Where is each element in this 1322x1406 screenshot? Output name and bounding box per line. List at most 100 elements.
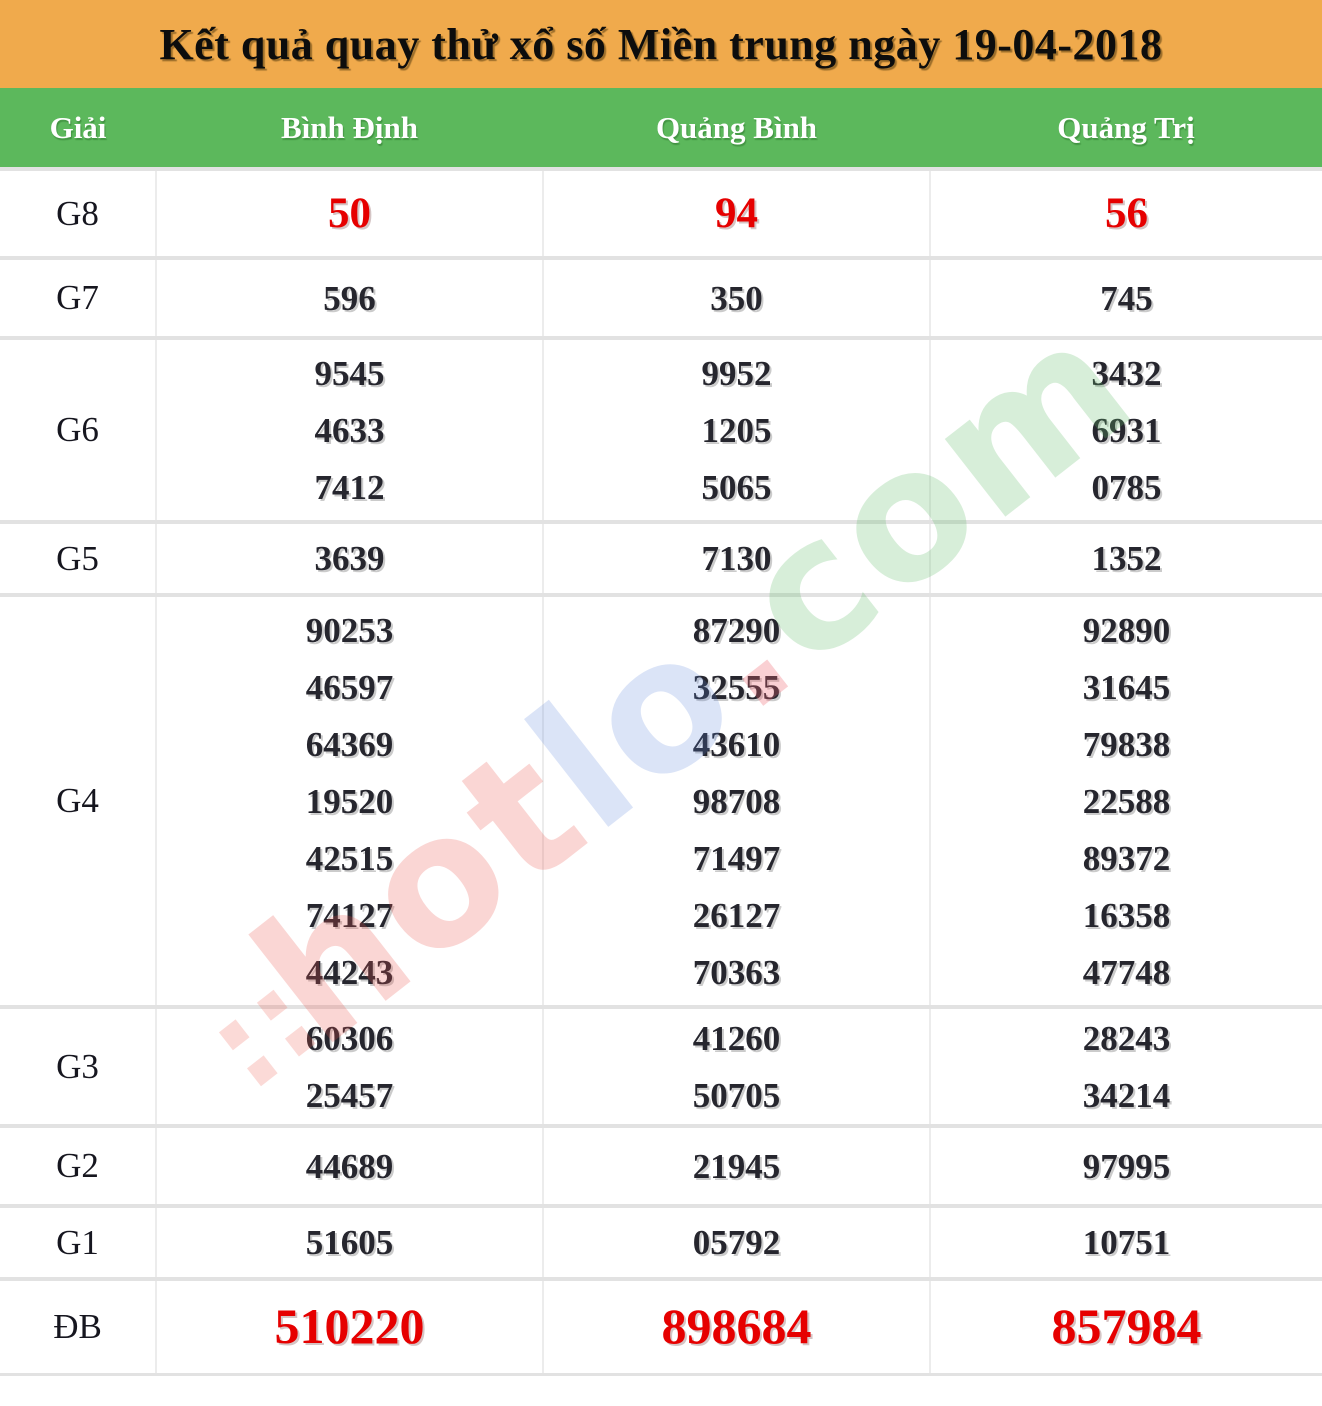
column-header-quang-tri: Quảng Trị (930, 88, 1322, 169)
table-row: G4 90253 46597 64369 19520 42515 74127 44243 872… (0, 593, 1322, 1007)
prize-number: 3639 (314, 539, 385, 578)
prize-number: 34214 (1082, 1075, 1171, 1115)
prize-number: 50705 (692, 1075, 781, 1115)
prize-number: 41260 (692, 1018, 781, 1058)
prize-cell: 596 (155, 256, 543, 338)
prize-number: 44689 (305, 1146, 394, 1186)
prize-cell: 87290 32555 43610 98708 71497 26127 70363 (542, 593, 930, 1007)
table-row: G3 60306 25457 41260 50705 28243 34214 (0, 1005, 1322, 1126)
prize-number: 60306 (305, 1018, 394, 1058)
prize-number: 28243 (1082, 1018, 1171, 1058)
prize-number: 510220 (274, 1298, 425, 1355)
prize-cell: 3432 6931 0785 (929, 336, 1322, 522)
prize-number: 64369 (305, 724, 394, 764)
prize-label: G8 (0, 167, 156, 258)
prize-number: 596 (323, 278, 376, 318)
prize-cell: 7130 (542, 520, 930, 595)
prize-number: 745 (1100, 278, 1153, 318)
prize-number: 9952 (701, 353, 772, 393)
prize-label: G2 (0, 1124, 156, 1206)
prize-cell: 41260 50705 (542, 1005, 930, 1126)
column-header-prize: Giải (0, 88, 156, 169)
prize-label: G5 (0, 520, 156, 595)
prize-number: 31645 (1082, 667, 1171, 707)
prize-cell: 10751 (929, 1204, 1322, 1279)
prize-number: 10751 (1082, 1223, 1171, 1262)
prize-number: 5065 (701, 467, 772, 507)
prize-number: 898684 (661, 1298, 812, 1355)
prize-label: G6 (0, 336, 156, 522)
prize-number: 3432 (1091, 353, 1162, 393)
prize-label: G3 (0, 1005, 156, 1126)
prize-number: 92890 (1082, 610, 1171, 650)
prize-number: 50 (328, 190, 371, 237)
prize-number: 25457 (305, 1075, 394, 1115)
prize-cell: 9952 1205 5065 (542, 336, 930, 522)
table-row: G8 50 94 56 (0, 167, 1322, 258)
prize-number: 51605 (305, 1223, 394, 1262)
table-row: G2 44689 21945 97995 (0, 1124, 1322, 1206)
prize-number: 97995 (1082, 1146, 1171, 1186)
table-row: G5 3639 7130 1352 (0, 520, 1322, 595)
prize-number: 7130 (701, 539, 772, 578)
column-header-binh-dinh: Bình Định (156, 88, 543, 169)
prize-number: 05792 (692, 1223, 781, 1262)
prize-cell: 1352 (929, 520, 1322, 595)
prize-label: G7 (0, 256, 156, 338)
prize-number: 79838 (1082, 724, 1171, 764)
prize-number: 90253 (305, 610, 394, 650)
table-row: ĐB 510220 898684 857984 (0, 1277, 1322, 1374)
prize-number: 857984 (1051, 1298, 1202, 1355)
prize-number: 4633 (314, 410, 385, 450)
prize-number: 1205 (701, 410, 772, 450)
prize-number: 7412 (314, 467, 385, 507)
prize-number: 43610 (692, 724, 781, 764)
prize-number: 0785 (1091, 467, 1162, 507)
prize-cell: 3639 (155, 520, 543, 595)
results-table: Giải Bình Định Quảng Bình Quảng Trị G8 50… (0, 88, 1322, 1376)
results-table-body: G8 50 94 56 G7 596 350 745 G6 9545 4633 7412 9952 120… (0, 167, 1322, 1374)
prize-number: 87290 (692, 610, 781, 650)
prize-cell: 05792 (542, 1204, 930, 1279)
prize-cell: 92890 31645 79838 22588 89372 16358 47748 (929, 593, 1322, 1007)
prize-number: 74127 (305, 895, 394, 935)
prize-number: 70363 (692, 952, 781, 992)
prize-number: 46597 (305, 667, 394, 707)
prize-cell: 28243 34214 (929, 1005, 1322, 1126)
prize-cell: 51605 (155, 1204, 543, 1279)
table-row: G1 51605 05792 10751 (0, 1204, 1322, 1279)
table-row: G7 596 350 745 (0, 256, 1322, 338)
prize-cell: 94 (542, 167, 930, 258)
prize-cell: 60306 25457 (155, 1005, 543, 1126)
prize-number: 32555 (692, 667, 781, 707)
table-row: G6 9545 4633 7412 9952 1205 5065 3432 6931 0785 (0, 336, 1322, 522)
prize-label: ĐB (0, 1277, 156, 1374)
page-title: Kết quả quay thử xổ số Miền trung ngày 1… (0, 0, 1322, 88)
prize-label: G1 (0, 1204, 156, 1279)
prize-number: 16358 (1082, 895, 1171, 935)
prize-cell: 857984 (929, 1277, 1322, 1374)
prize-number: 19520 (305, 781, 394, 821)
prize-number: 22588 (1082, 781, 1171, 821)
prize-number: 89372 (1082, 838, 1171, 878)
prize-cell: 90253 46597 64369 19520 42515 74127 44243 (155, 593, 543, 1007)
prize-number: 47748 (1082, 952, 1171, 992)
prize-number: 26127 (692, 895, 781, 935)
column-header-quang-binh: Quảng Bình (543, 88, 930, 169)
prize-number: 9545 (314, 353, 385, 393)
prize-cell: 745 (929, 256, 1322, 338)
prize-number: 98708 (692, 781, 781, 821)
prize-number: 56 (1105, 190, 1148, 237)
prize-number: 71497 (692, 838, 781, 878)
prize-number: 350 (710, 278, 763, 318)
prize-label: G4 (0, 593, 156, 1007)
prize-number: 42515 (305, 838, 394, 878)
prize-cell: 898684 (542, 1277, 930, 1374)
prize-number: 6931 (1091, 410, 1162, 450)
prize-number: 21945 (692, 1146, 781, 1186)
prize-cell: 9545 4633 7412 (155, 336, 543, 522)
prize-cell: 350 (542, 256, 930, 338)
prize-number: 44243 (305, 952, 394, 992)
prize-cell: 56 (929, 167, 1322, 258)
